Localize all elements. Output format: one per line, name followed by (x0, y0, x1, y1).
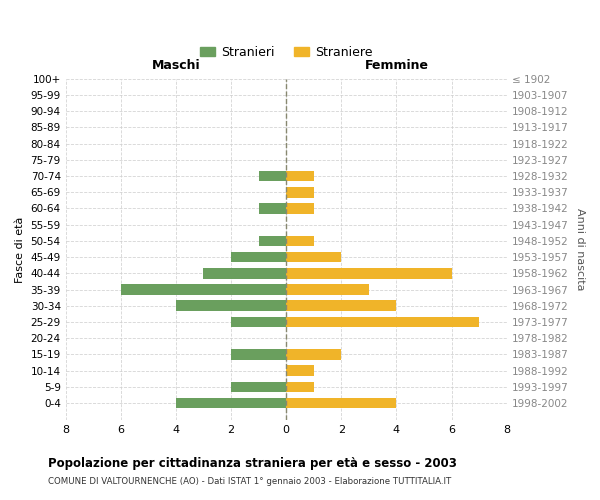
Bar (286, 398, 397, 408)
Bar (286, 187, 314, 198)
Bar (231, 382, 286, 392)
Bar (203, 268, 286, 278)
Bar (286, 300, 397, 311)
Text: Maschi: Maschi (152, 59, 200, 72)
Bar (286, 252, 341, 262)
Text: Femmine: Femmine (364, 59, 428, 72)
Bar (286, 284, 369, 295)
Bar (286, 203, 314, 213)
Y-axis label: Fasce di età: Fasce di età (15, 216, 25, 282)
Bar (286, 382, 314, 392)
Bar (286, 171, 314, 181)
Bar (231, 349, 286, 360)
Bar (259, 203, 286, 213)
Bar (286, 316, 479, 327)
Bar (121, 284, 286, 295)
Bar (286, 366, 314, 376)
Bar (286, 268, 452, 278)
Bar (259, 236, 286, 246)
Bar (231, 316, 286, 327)
Legend: Stranieri, Straniere: Stranieri, Straniere (195, 40, 377, 64)
Y-axis label: Anni di nascita: Anni di nascita (575, 208, 585, 290)
Bar (286, 236, 314, 246)
Bar (259, 171, 286, 181)
Bar (176, 398, 286, 408)
Bar (286, 349, 341, 360)
Bar (176, 300, 286, 311)
Text: Popolazione per cittadinanza straniera per età e sesso - 2003: Popolazione per cittadinanza straniera p… (48, 458, 457, 470)
Bar (231, 252, 286, 262)
Text: COMUNE DI VALTOURNENCHE (AO) - Dati ISTAT 1° gennaio 2003 - Elaborazione TUTTITA: COMUNE DI VALTOURNENCHE (AO) - Dati ISTA… (48, 478, 451, 486)
